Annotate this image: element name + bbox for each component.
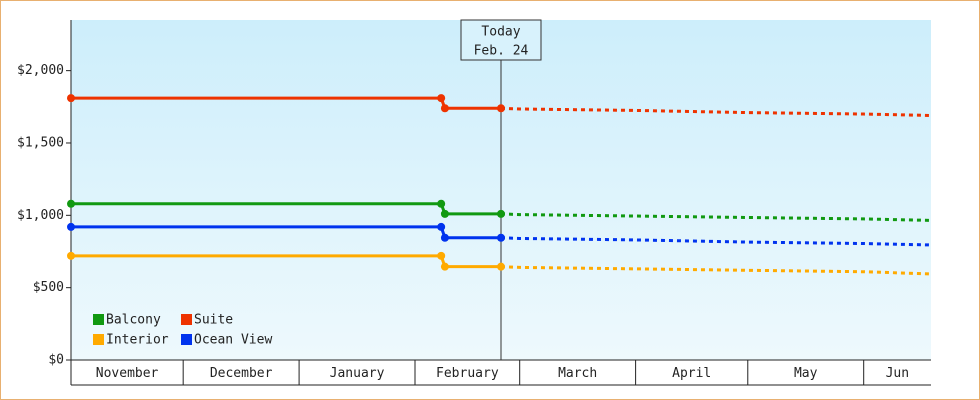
- x-tick-label: January: [330, 366, 385, 381]
- series-line: [71, 254, 501, 269]
- x-tick-label: Jun: [886, 366, 909, 381]
- legend-swatch: [93, 334, 104, 345]
- y-tick-label: $1,000: [17, 208, 64, 223]
- legend-swatch: [181, 334, 192, 345]
- series-line: [71, 96, 501, 110]
- legend-label: Balcony: [106, 313, 161, 328]
- point: [67, 251, 75, 260]
- y-tick-label: $500: [33, 280, 64, 295]
- today-box: [460, 19, 542, 61]
- legend-label: Interior: [106, 333, 169, 348]
- x-tick-label: December: [210, 366, 273, 381]
- point: [67, 199, 75, 208]
- point: [497, 104, 505, 113]
- today-label: Feb. 24: [474, 44, 529, 59]
- point: [440, 104, 449, 113]
- y-tick-label: $2,000: [17, 63, 64, 78]
- series-line: [71, 225, 501, 240]
- point: [497, 233, 505, 242]
- point: [437, 94, 446, 103]
- y-tick-label: $1,500: [17, 135, 64, 150]
- x-tick-label: March: [558, 366, 597, 381]
- x-tick-label: November: [96, 366, 159, 381]
- point: [440, 262, 449, 271]
- point: [437, 199, 446, 208]
- point: [440, 209, 449, 218]
- legend-swatch: [181, 314, 192, 325]
- legend-label: Ocean View: [194, 333, 272, 348]
- point: [67, 222, 75, 231]
- legend-swatch: [93, 314, 104, 325]
- legend-label: Suite: [194, 313, 233, 328]
- x-tick-label: May: [794, 366, 818, 381]
- today-label: Today: [481, 25, 520, 40]
- point: [67, 94, 75, 103]
- x-tick-label: February: [436, 366, 499, 381]
- point: [497, 262, 505, 271]
- point: [497, 209, 505, 218]
- series-line: [71, 202, 501, 216]
- point: [440, 233, 449, 242]
- x-tick-label: April: [672, 366, 711, 381]
- y-tick-label: $0: [48, 353, 64, 368]
- point: [437, 251, 446, 260]
- point: [437, 222, 446, 231]
